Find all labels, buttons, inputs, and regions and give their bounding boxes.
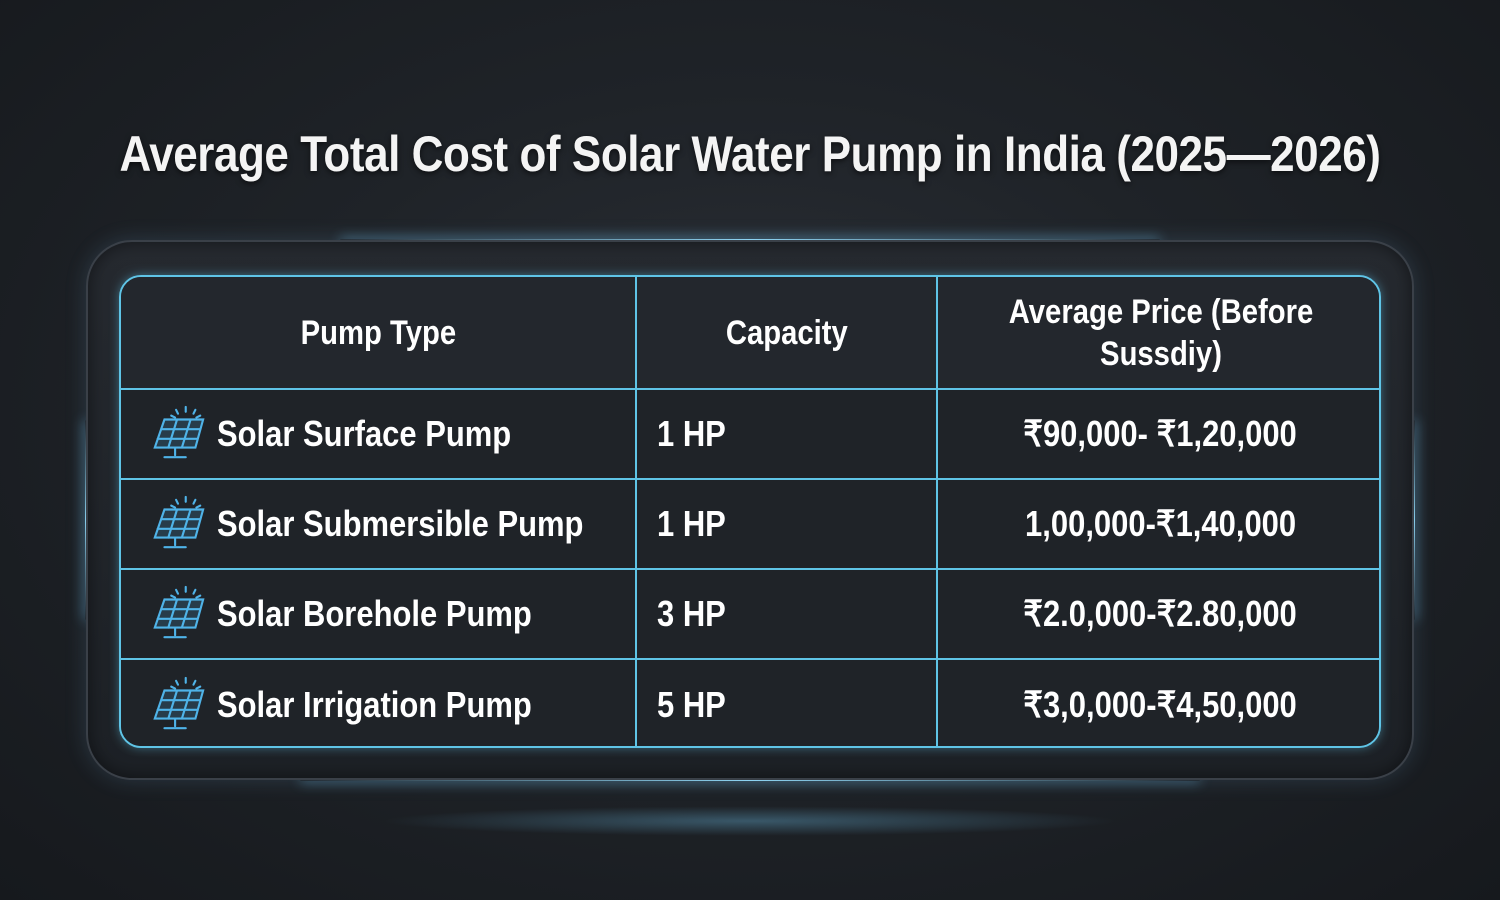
table-row: Solar Irrigation Pump 5 HP ₹3,0,000-₹4,50,…	[121, 658, 1379, 746]
capacity-cell: 1 HP	[635, 478, 938, 570]
solar-panel-icon	[149, 405, 207, 463]
table-row: Solar Submersible Pump 1 HP 1,00,000-₹1,40…	[121, 478, 1379, 570]
capacity-value: 1 HP	[657, 503, 726, 544]
price-cell: ₹2.0,000-₹2.80,000	[936, 568, 1379, 660]
table-header-row: Pump Type Capacity Average Price (Before…	[121, 277, 1379, 390]
pump-type-label: Solar Irrigation Pump	[217, 683, 532, 725]
price-table: Pump Type Capacity Average Price (Before…	[121, 277, 1379, 746]
price-table-container: Pump Type Capacity Average Price (Before…	[119, 275, 1381, 748]
price-cell: 1,00,000-₹1,40,000	[936, 478, 1379, 570]
header-capacity: Capacity	[635, 277, 938, 390]
table-row: Solar Borehole Pump 3 HP ₹2.0,000-₹2.80,00…	[121, 568, 1379, 660]
table-row: Solar Surface Pump 1 HP ₹90,000- ₹1,20,000	[121, 388, 1379, 480]
pump-type-label: Solar Borehole Pump	[217, 593, 532, 634]
solar-panel-icon	[149, 495, 207, 553]
pump-type-cell: Solar Irrigation Pump	[121, 658, 637, 746]
capacity-cell: 3 HP	[635, 568, 938, 660]
page-title: Average Total Cost of Solar Water Pump i…	[119, 126, 1381, 182]
capacity-cell: 1 HP	[635, 388, 938, 480]
pump-type-label: Solar Surface Pump	[217, 413, 512, 454]
price-cell: ₹90,000- ₹1,20,000	[936, 388, 1379, 480]
pump-type-cell: Solar Submersible Pump	[121, 478, 637, 570]
price-cell: ₹3,0,000-₹4,50,000	[936, 658, 1379, 746]
solar-panel-icon	[149, 585, 207, 643]
floor-glow	[380, 806, 1120, 836]
pump-type-label: Solar Submersible Pump	[217, 503, 584, 544]
capacity-value: 3 HP	[657, 593, 726, 634]
price-value: 1,00,000-₹1,40,000	[1024, 503, 1297, 544]
header-average-price: Average Price (Before Sussdiy)	[936, 277, 1379, 390]
solar-panel-icon	[149, 676, 207, 734]
capacity-cell: 5 HP	[635, 658, 938, 746]
pump-type-cell: Solar Borehole Pump	[121, 568, 637, 660]
price-value: ₹90,000- ₹1,20,000	[1023, 413, 1298, 454]
capacity-value: 1 HP	[657, 413, 726, 454]
pump-type-cell: Solar Surface Pump	[121, 388, 637, 480]
price-value: ₹3,0,000-₹4,50,000	[1023, 683, 1298, 725]
header-pump-type: Pump Type	[121, 277, 637, 390]
capacity-value: 5 HP	[657, 683, 726, 725]
price-value: ₹2.0,000-₹2.80,000	[1023, 593, 1298, 634]
